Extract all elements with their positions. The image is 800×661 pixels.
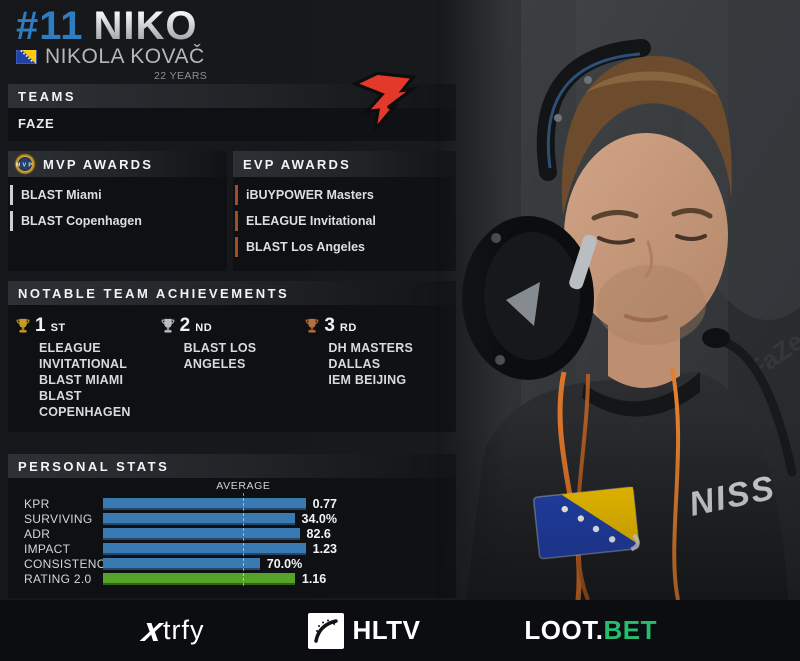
silver-trophy-icon [161, 318, 175, 333]
sponsor-footer: x trfy HLTV LOOT. BET [0, 600, 800, 661]
evp-award-item: BLAST Los Angeles [235, 237, 373, 257]
achievement-event: BLAST COPENHAGEN [39, 389, 131, 419]
mvp-awards-title: MVP AWARDS [43, 156, 154, 172]
place-number: 1 [35, 315, 46, 336]
chart-row: KPR 0.77 [24, 496, 456, 511]
average-line [243, 493, 245, 586]
stat-bar [103, 497, 306, 510]
gold-trophy-icon [16, 318, 30, 333]
stats-bar-chart: AVERAGE KPR 0.77 SURVIVING 34.0% ADR [8, 478, 456, 598]
hltv-text: HLTV [352, 615, 421, 645]
lootbet-logo[interactable]: LOOT. BET [524, 615, 657, 646]
stat-value: 82.6 [306, 526, 331, 541]
average-label: AVERAGE [216, 480, 271, 492]
stat-value: 1.23 [312, 541, 337, 556]
achievements-section: NOTABLE TEAM ACHIEVEMENTS 1 ST [8, 281, 456, 432]
faze-clan-logo [336, 68, 432, 139]
stat-bar [103, 542, 306, 555]
stat-label: ADR [24, 526, 51, 541]
place-number: 2 [179, 315, 191, 336]
stat-value: 34.0% [301, 511, 337, 526]
place-suffix: ND [195, 321, 213, 334]
place-suffix: RD [339, 321, 357, 334]
evp-awards-section: EVP AWARDS iBUYPOWER Masters ELEAGUE Inv… [233, 151, 456, 271]
chart-row: SURVIVING 34.0% [24, 511, 456, 526]
svg-text:MVP: MVP [16, 162, 35, 168]
player-real-name: NIKOLA KOVAČ [45, 45, 205, 68]
faze-logo-icon [350, 71, 419, 136]
stat-label: KPR [24, 496, 50, 511]
hltv-gauge-icon [308, 612, 345, 649]
achievement-event: DH MASTERS DALLAS [328, 341, 413, 371]
player-portrait-illustration: FaZe Clan [436, 0, 800, 601]
stat-value: 70.0% [266, 556, 303, 571]
achievement-event: IEM BEIJING [328, 373, 407, 387]
place-number: 3 [324, 315, 335, 336]
stat-label: SURVIVING [24, 511, 93, 526]
bronze-trophy-icon [305, 318, 319, 333]
lootbet-loot-text: LOOT. [524, 615, 604, 645]
chart-row: CONSISTENCY 70.0% [24, 556, 456, 571]
xtrfy-x-glyph: x [139, 611, 166, 649]
achievement-third-place: 3 RD DH MASTERS DALLAS IEM BEIJING [305, 315, 450, 420]
mvp-award-item: BLAST Miami [10, 185, 110, 205]
achievement-event: ELEAGUE INVITATIONAL [39, 341, 128, 371]
stat-label: CONSISTENCY [24, 556, 114, 571]
lootbet-bet-text: BET [603, 615, 657, 645]
chart-row: ADR 82.6 [24, 526, 456, 541]
stat-value: 1.16 [301, 571, 327, 586]
chart-row: RATING 2.0 1.16 [24, 571, 456, 586]
stat-bar [103, 572, 295, 585]
player-age: 22 YEARS [154, 70, 208, 82]
bosnia-flag-icon [16, 50, 37, 64]
player-nickname: NIKO [93, 4, 198, 48]
mvp-award-item: BLAST Copenhagen [10, 211, 150, 231]
hltv-logo[interactable]: HLTV [308, 612, 421, 649]
stat-value: 0.77 [312, 496, 337, 511]
achievements-header: NOTABLE TEAM ACHIEVEMENTS [8, 281, 456, 305]
mvp-medal-icon: MVP [14, 153, 36, 175]
stat-bar [103, 527, 300, 540]
mvp-awards-section: MVP MVP AWARDS BLAST Miami BLAST Copenha… [8, 151, 227, 271]
player-rank: #11 [16, 4, 84, 48]
achievement-event: BLAST MIAMI [39, 373, 124, 387]
evp-awards-title: EVP AWARDS [243, 156, 351, 172]
stat-bar [103, 557, 260, 570]
achievement-second-place: 2 ND BLAST LOS ANGELES [161, 315, 306, 420]
stat-label: RATING 2.0 [24, 571, 92, 586]
place-suffix: ST [50, 321, 66, 334]
chart-row: IMPACT 1.23 [24, 541, 456, 556]
achievement-event: BLAST LOS ANGELES [183, 341, 257, 371]
xtrfy-logo[interactable]: x trfy [139, 611, 205, 650]
stat-bar [103, 512, 295, 525]
player-header: #11 NIKO NIKOLA KOVAČ 22 YEARS [0, 0, 462, 82]
personal-stats-section: PERSONAL STATS AVERAGE KPR 0.77 SURVIVIN… [8, 454, 456, 598]
player-photo: FaZe Clan [436, 0, 800, 601]
achievement-first-place: 1 ST ELEAGUE INVITATIONAL BLAST MIAMI BL… [16, 315, 161, 420]
xtrfy-text: trfy [162, 615, 205, 645]
team-name: FAZE [18, 116, 55, 131]
stat-label: IMPACT [24, 541, 71, 556]
evp-award-item: iBUYPOWER Masters [235, 185, 382, 205]
evp-award-item: ELEAGUE Invitational [235, 211, 384, 231]
personal-stats-header: PERSONAL STATS [8, 454, 456, 478]
